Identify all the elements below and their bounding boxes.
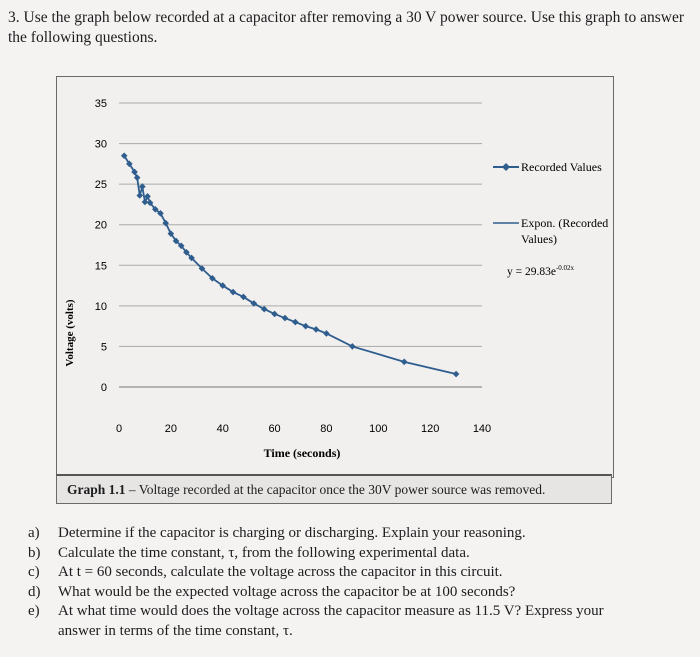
data-point bbox=[146, 199, 154, 207]
data-point bbox=[302, 322, 309, 330]
data-point bbox=[271, 310, 278, 318]
chart-grid bbox=[119, 102, 482, 388]
x-tick-label: 120 bbox=[421, 423, 439, 435]
data-point bbox=[400, 358, 408, 366]
x-axis-label: Time (seconds) bbox=[264, 446, 341, 460]
data-point bbox=[219, 282, 227, 289]
question-number: 3. bbox=[8, 9, 20, 26]
y-tick-label: 5 bbox=[101, 341, 107, 353]
voltage-time-chart: 0 5 10 15 20 25 30 35 0 20 40 60 80 100 120 140 Voltag… bbox=[64, 98, 608, 460]
subquestion-list: a) Determine if the capacitor is chargin… bbox=[28, 524, 688, 641]
x-tick-label: 20 bbox=[165, 423, 177, 435]
subquestion-c: c) At t = 60 seconds, calculate the volt… bbox=[28, 563, 688, 583]
legend-recorded-label: Recorded Values bbox=[521, 160, 602, 174]
y-tick-label: 0 bbox=[101, 382, 107, 394]
question-text: 3. Use the graph below recorded at a cap… bbox=[8, 8, 688, 48]
data-point bbox=[126, 160, 133, 168]
data-point bbox=[133, 174, 141, 181]
subquestion-label: d) bbox=[28, 583, 41, 600]
x-tick-label: 100 bbox=[369, 423, 387, 435]
data-point bbox=[292, 318, 299, 326]
trendline-equation: y = 29.83e-0.02x bbox=[507, 264, 575, 278]
equation-exponent: -0.02x bbox=[556, 264, 575, 272]
x-tick-label: 80 bbox=[320, 423, 332, 435]
data-point bbox=[162, 219, 169, 227]
chart-frame: 0 5 10 15 20 25 30 35 0 20 40 60 80 100 120 140 Voltag… bbox=[56, 76, 614, 478]
subquestion-label: b) bbox=[28, 544, 41, 561]
data-point bbox=[177, 242, 185, 250]
subquestion-d: d) What would be the expected voltage ac… bbox=[28, 583, 688, 603]
y-tick-labels: 0 5 10 15 20 25 30 35 bbox=[95, 98, 107, 394]
data-point bbox=[281, 314, 289, 322]
x-tick-labels: 0 20 40 60 80 100 120 140 bbox=[116, 423, 491, 435]
x-tick-label: 60 bbox=[268, 423, 280, 435]
subquestion-text: At t = 60 seconds, calculate the voltage… bbox=[58, 564, 503, 580]
data-point bbox=[188, 254, 195, 262]
subquestion-b: b) Calculate the time constant, τ, from … bbox=[28, 544, 688, 564]
data-point bbox=[157, 210, 164, 217]
data-point bbox=[136, 192, 144, 199]
data-point bbox=[198, 265, 206, 272]
legend-recorded-marker bbox=[502, 163, 510, 171]
data-point bbox=[452, 370, 460, 378]
graph-caption: Graph 1.1 – Voltage recorded at the capa… bbox=[56, 474, 612, 504]
y-tick-label: 30 bbox=[95, 139, 107, 151]
subquestion-text: Calculate the time constant, τ, from the… bbox=[58, 544, 470, 561]
y-tick-label: 25 bbox=[95, 179, 107, 191]
subquestion-e-continuation: answer in terms of the time constant, τ. bbox=[58, 622, 293, 639]
data-point bbox=[312, 326, 320, 333]
data-point bbox=[260, 305, 268, 313]
subquestion-text: Determine if the capacitor is charging o… bbox=[58, 525, 526, 541]
subquestion-label: e) bbox=[28, 603, 40, 619]
data-point bbox=[323, 330, 330, 337]
x-tick-label: 40 bbox=[217, 423, 229, 435]
question-body: Use the graph below recorded at a capaci… bbox=[8, 9, 685, 46]
y-tick-label: 15 bbox=[95, 260, 107, 272]
x-tick-label: 0 bbox=[116, 423, 122, 435]
data-point bbox=[167, 230, 175, 237]
legend-expon-label-2: Values) bbox=[521, 232, 557, 246]
data-point bbox=[183, 249, 190, 256]
data-point bbox=[209, 274, 216, 282]
legend-expon-label-1: Expon. (Recorded bbox=[521, 216, 608, 230]
data-point bbox=[250, 300, 258, 307]
data-point bbox=[349, 343, 356, 350]
subquestion-label: c) bbox=[28, 564, 40, 580]
legend: Recorded Values Expon. (Recorded Values)… bbox=[493, 160, 608, 278]
y-axis-label: Voltage (volts) bbox=[64, 299, 76, 366]
data-point bbox=[229, 288, 237, 296]
x-tick-label: 140 bbox=[473, 423, 491, 435]
data-point bbox=[141, 198, 149, 206]
subquestion-label: a) bbox=[28, 525, 40, 541]
equation-base: y = 29.83e bbox=[507, 266, 556, 278]
subquestion-e: e) At what time would does the voltage a… bbox=[28, 602, 688, 622]
caption-text: – Voltage recorded at the capacitor once… bbox=[125, 482, 546, 497]
y-tick-label: 35 bbox=[95, 98, 107, 110]
data-point bbox=[120, 152, 128, 160]
caption-label: Graph 1.1 bbox=[67, 482, 126, 497]
y-tick-label: 20 bbox=[95, 220, 107, 232]
subquestion-text: At what time would does the voltage acro… bbox=[58, 603, 604, 619]
y-tick-label: 10 bbox=[95, 301, 107, 313]
subquestion-text: What would be the expected voltage acros… bbox=[58, 583, 516, 600]
data-point bbox=[172, 237, 180, 245]
data-point bbox=[240, 293, 247, 301]
subquestion-a: a) Determine if the capacitor is chargin… bbox=[28, 524, 688, 544]
